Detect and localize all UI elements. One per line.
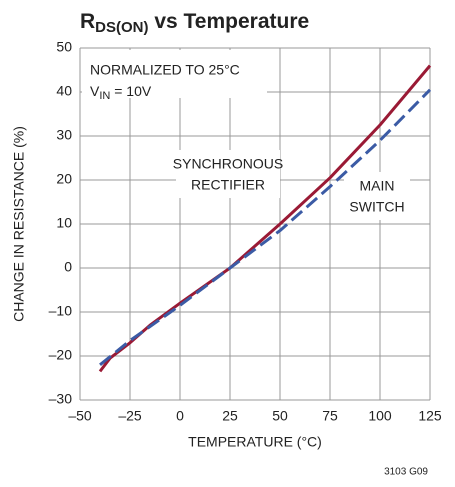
x-axis-label: TEMPERATURE (°C) — [188, 434, 322, 450]
chart-title: RDS(ON) vs Temperature — [80, 10, 309, 36]
annotation: NORMALIZED TO 25°C — [90, 62, 240, 78]
y-tick-label: –30 — [49, 391, 73, 407]
y-tick-label: 0 — [64, 259, 72, 275]
y-tick-label: 50 — [56, 39, 72, 55]
figure-code: 3103 G09 — [384, 467, 428, 478]
x-tick-label: –25 — [118, 408, 142, 424]
annotation: SWITCH — [349, 199, 404, 215]
x-tick-label: 75 — [322, 408, 338, 424]
y-tick-label: 10 — [56, 215, 72, 231]
x-tick-label: 125 — [418, 408, 442, 424]
y-tick-label: 20 — [56, 171, 72, 187]
annotation: RECTIFIER — [191, 177, 265, 193]
annotation: SYNCHRONOUS — [173, 156, 283, 172]
note-bg — [82, 50, 267, 98]
annotation: VIN = 10V — [90, 83, 152, 102]
x-tick-label: 100 — [368, 408, 392, 424]
y-axis-label: CHANGE IN RESISTANCE (%) — [11, 126, 27, 322]
x-tick-label: 0 — [176, 408, 184, 424]
y-tick-label: –10 — [49, 303, 73, 319]
annotation: MAIN — [360, 178, 395, 194]
label-bg — [176, 150, 280, 198]
label-bg — [344, 172, 410, 220]
x-tick-label: 25 — [222, 408, 238, 424]
x-tick-label: –50 — [68, 408, 92, 424]
x-tick-label: 50 — [272, 408, 288, 424]
y-tick-label: 40 — [56, 83, 72, 99]
series-line — [99, 88, 432, 366]
y-tick-label: 30 — [56, 127, 72, 143]
y-tick-label: –20 — [49, 347, 73, 363]
